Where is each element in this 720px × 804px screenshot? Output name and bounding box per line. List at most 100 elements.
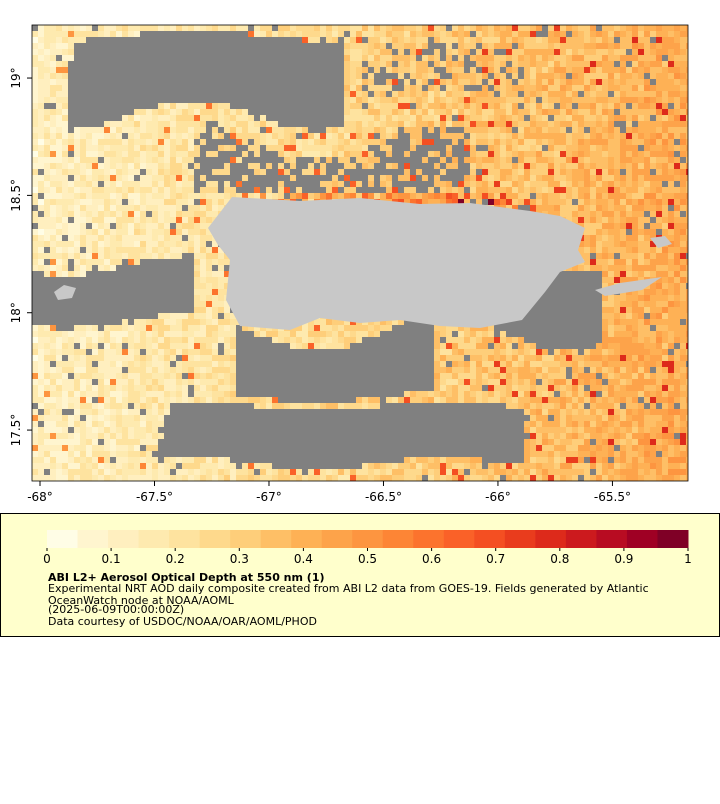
aod-cell <box>680 259 686 265</box>
aod-cell <box>644 49 650 55</box>
aod-cell <box>494 43 500 49</box>
aod-cell <box>572 37 578 43</box>
aod-cell <box>482 373 488 379</box>
aod-cell <box>446 145 452 151</box>
aod-cell <box>596 73 602 79</box>
aod-cell <box>140 181 146 187</box>
aod-cell <box>542 55 548 61</box>
aod-cell <box>506 31 512 37</box>
aod-cell <box>512 355 518 361</box>
aod-cell <box>668 301 674 307</box>
aod-cell <box>38 49 44 55</box>
aod-cell <box>404 163 410 169</box>
aod-cell <box>680 121 686 127</box>
aod-cell <box>578 79 584 85</box>
aod-cell <box>194 193 200 199</box>
aod-cell <box>188 349 194 355</box>
aod-cell <box>404 103 410 109</box>
aod-cell <box>542 103 548 109</box>
aod-cell <box>380 133 386 139</box>
aod-cell <box>374 157 380 163</box>
aod-cell <box>518 169 524 175</box>
aod-cell <box>470 391 476 397</box>
aod-cell <box>380 103 386 109</box>
aod-cell <box>158 253 164 259</box>
aod-cell <box>374 67 380 73</box>
aod-cell <box>248 145 254 151</box>
aod-cell <box>668 37 674 43</box>
aod-cell <box>608 43 614 49</box>
aod-cell <box>224 391 230 397</box>
aod-cell <box>290 133 296 139</box>
aod-cell <box>590 181 596 187</box>
aod-cell <box>536 373 542 379</box>
aod-cell <box>638 223 644 229</box>
aod-cell <box>86 247 92 253</box>
aod-cell <box>632 73 638 79</box>
aod-cell <box>524 79 530 85</box>
aod-cell <box>488 103 494 109</box>
aod-cell <box>644 331 650 337</box>
aod-cell <box>650 187 656 193</box>
aod-cell <box>140 199 146 205</box>
aod-cell <box>476 97 482 103</box>
aod-cell <box>224 373 230 379</box>
aod-cell <box>116 241 122 247</box>
aod-cell <box>410 175 416 181</box>
aod-cell <box>446 325 452 331</box>
aod-cell <box>542 391 548 397</box>
aod-cell <box>500 397 506 403</box>
aod-cell <box>590 43 596 49</box>
aod-cell <box>650 247 656 253</box>
aod-cell <box>662 259 668 265</box>
aod-cell <box>98 25 104 31</box>
aod-cell <box>614 55 620 61</box>
aod-cell <box>416 67 422 73</box>
aod-cell <box>488 325 494 331</box>
aod-cell <box>482 133 488 139</box>
aod-cell <box>200 349 206 355</box>
aod-cell <box>356 127 362 133</box>
aod-cell <box>32 259 38 265</box>
aod-cell <box>356 151 362 157</box>
aod-cell <box>512 379 518 385</box>
aod-cell <box>62 67 68 73</box>
aod-cell <box>182 145 188 151</box>
aod-cell <box>134 331 140 337</box>
aod-cell <box>44 349 50 355</box>
aod-cell <box>32 121 38 127</box>
aod-cell <box>134 139 140 145</box>
aod-cell <box>488 139 494 145</box>
aod-cell <box>686 229 688 235</box>
aod-cell <box>668 85 674 91</box>
aod-cell <box>596 133 602 139</box>
aod-cell <box>212 253 218 259</box>
aod-cell <box>452 73 458 79</box>
aod-cell <box>122 151 128 157</box>
aod-cell <box>470 97 476 103</box>
aod-cell <box>290 145 296 151</box>
aod-cell <box>554 49 560 55</box>
aod-cell <box>92 247 98 253</box>
aod-cell <box>44 61 50 67</box>
aod-cell <box>134 217 140 223</box>
aod-cell <box>200 391 206 397</box>
aod-cell <box>182 379 188 385</box>
aod-cell <box>80 325 86 331</box>
aod-cell <box>338 325 344 331</box>
aod-cell <box>194 109 200 115</box>
aod-cell <box>56 397 62 403</box>
aod-cell <box>476 91 482 97</box>
aod-cell <box>446 331 452 337</box>
aod-cell <box>440 61 446 67</box>
aod-cell <box>620 229 626 235</box>
aod-cell <box>302 145 308 151</box>
aod-cell <box>572 25 578 31</box>
aod-cell <box>434 355 440 361</box>
aod-cell <box>110 229 116 235</box>
aod-cell <box>410 115 416 121</box>
aod-cell <box>674 319 680 325</box>
aod-cell <box>644 25 650 31</box>
aod-cell <box>176 163 182 169</box>
aod-cell <box>554 205 560 211</box>
